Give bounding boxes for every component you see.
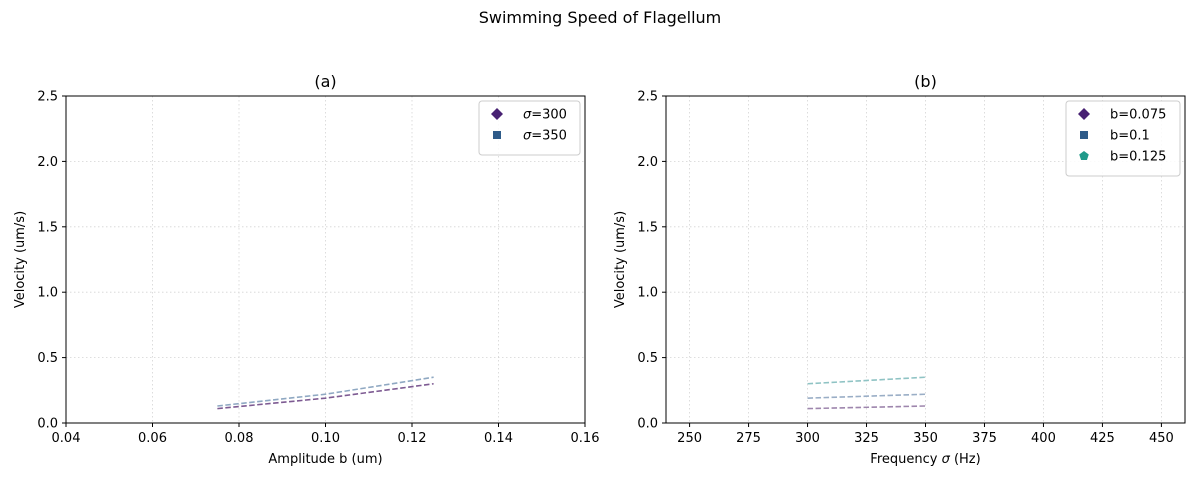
legend-label: b=0.1 <box>1110 129 1150 144</box>
series-line-1 <box>217 376 434 407</box>
legend-marker-pentagon <box>1079 151 1089 161</box>
y-tick-label: 2.0 <box>37 155 58 170</box>
x-tick-label: 0.06 <box>138 431 167 446</box>
panel-title: (a) <box>314 72 336 91</box>
chart-panel-b: 250 275 300 325 350 375 400 425 450 0.0 0.5 1.0 1.5 2… <box>613 72 1186 467</box>
x-tick-label: 425 <box>1090 431 1115 446</box>
y-tick-label: 2.5 <box>37 90 58 105</box>
series-line-0 <box>217 382 434 410</box>
series-line-1 <box>807 393 926 399</box>
x-tick-label: 375 <box>972 431 997 446</box>
x-tick-label: 275 <box>736 431 761 446</box>
x-tick-label: 0.04 <box>52 431 81 446</box>
legend-label: b=0.075 <box>1110 108 1166 123</box>
x-tick-label: 0.08 <box>225 431 254 446</box>
panel-title: (b) <box>914 72 937 91</box>
y-axis-label: Velocity (um/s) <box>613 211 628 308</box>
y-axis-label: Velocity (um/s) <box>13 211 28 308</box>
x-tick-label: 325 <box>854 431 879 446</box>
y-tick-label: 0.5 <box>37 351 58 366</box>
x-tick-label: 0.14 <box>484 431 513 446</box>
x-tick-label: 400 <box>1031 431 1056 446</box>
y-tick-label: 2.0 <box>637 155 658 170</box>
x-tick-label: 0.16 <box>571 431 600 446</box>
legend-label: b=0.125 <box>1110 150 1166 165</box>
y-tick-label: 1.5 <box>637 220 658 235</box>
y-tick-label: 0.0 <box>637 417 658 432</box>
legend-marker-diamond <box>491 108 503 120</box>
x-axis-label: Amplitude b (um) <box>268 452 382 467</box>
series-line-0 <box>807 405 926 410</box>
legend-marker-square <box>1080 131 1088 139</box>
y-tick-label: 2.5 <box>637 90 658 105</box>
y-tick-label: 1.5 <box>37 220 58 235</box>
series-line-2 <box>807 376 926 385</box>
x-tick-label: 450 <box>1149 431 1174 446</box>
y-tick-label: 0.0 <box>37 417 58 432</box>
x-tick-label: 250 <box>677 431 702 446</box>
y-tick-label: 1.0 <box>637 286 658 301</box>
legend: σ=300 σ=350 <box>478 100 581 156</box>
legend-box <box>478 100 581 156</box>
x-tick-label: 0.12 <box>398 431 427 446</box>
x-tick-label: 350 <box>913 431 938 446</box>
legend-marker-diamond <box>1078 108 1090 120</box>
legend-marker-square <box>493 131 501 139</box>
x-axis-label: Frequency σ (Hz) <box>870 452 980 467</box>
legend-label: σ=350 <box>523 129 567 144</box>
x-tick-label: 300 <box>795 431 820 446</box>
chart-panel-a: 0.04 0.06 0.08 0.10 0.12 0.14 0.16 0.0 0.5 1.0 1.5… <box>13 72 599 467</box>
legend-box <box>1065 100 1181 177</box>
x-tick-label: 0.10 <box>311 431 340 446</box>
y-tick-label: 0.5 <box>637 351 658 366</box>
figure-title: Swimming Speed of Flagellum <box>478 8 722 27</box>
y-tick-label: 1.0 <box>37 286 58 301</box>
legend: b=0.075 b=0.1 b=0.125 <box>1065 100 1181 177</box>
legend-label: σ=300 <box>523 108 567 123</box>
